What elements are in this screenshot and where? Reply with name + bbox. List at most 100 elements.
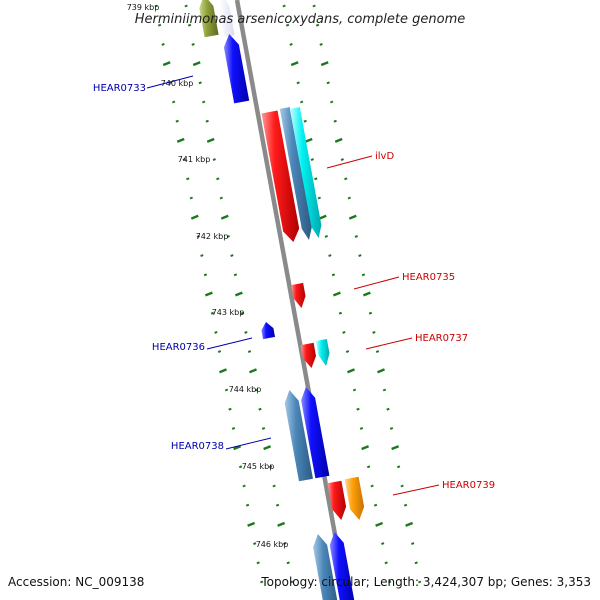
tick-tracks bbox=[154, 4, 422, 584]
gene-arrow-hear0737[interactable] bbox=[300, 342, 316, 368]
leader-line bbox=[326, 155, 373, 169]
tick-mark bbox=[375, 350, 380, 354]
tick-mark bbox=[212, 158, 216, 162]
tick-mark bbox=[411, 542, 415, 546]
scale-label: 743 kbp bbox=[212, 308, 245, 317]
accession-text: Accession: NC_009138 bbox=[8, 575, 144, 589]
tick-mark bbox=[196, 234, 200, 238]
cds-arrow-cyan-2[interactable] bbox=[315, 339, 330, 366]
tick-mark bbox=[245, 503, 250, 507]
gene-arrow-hear0736[interactable] bbox=[261, 322, 275, 340]
tick-mark bbox=[344, 177, 348, 181]
leader-line bbox=[365, 337, 413, 350]
tick-mark bbox=[356, 407, 360, 411]
tick-mark bbox=[192, 61, 201, 67]
tick-mark bbox=[154, 4, 158, 8]
tick-mark bbox=[319, 42, 323, 46]
scale-label: 744 kbp bbox=[229, 385, 262, 394]
tick-mark bbox=[182, 158, 186, 162]
tick-mark bbox=[219, 368, 227, 374]
tick-mark bbox=[333, 119, 337, 123]
gene-arrow-pale[interactable] bbox=[219, 0, 235, 37]
tick-mark bbox=[286, 561, 290, 565]
tick-mark bbox=[361, 445, 370, 451]
tick-mark bbox=[214, 330, 218, 334]
gene-arrow-hear0735[interactable] bbox=[291, 282, 306, 308]
tick-mark bbox=[370, 484, 374, 488]
tick-mark bbox=[206, 137, 215, 143]
gene-label-hear0733[interactable]: HEAR0733 bbox=[93, 83, 146, 94]
tick-mark bbox=[303, 119, 307, 123]
tick-mark bbox=[187, 23, 192, 27]
tick-mark bbox=[389, 426, 394, 430]
gene-label-hear0738[interactable]: HEAR0738 bbox=[171, 441, 224, 452]
tick-mark bbox=[272, 484, 276, 488]
scale-label: 741 kbp bbox=[178, 155, 211, 164]
tick-mark bbox=[347, 196, 351, 200]
cds-arrow-steel-1[interactable] bbox=[279, 107, 312, 240]
gene-labels: HEAR0733 ilvD HEAR0735 HEAR0736 HEAR0737… bbox=[93, 83, 495, 491]
tick-mark bbox=[175, 119, 179, 123]
gene-label-hear0739[interactable]: HEAR0739 bbox=[442, 480, 495, 491]
tick-mark bbox=[157, 23, 162, 27]
gene-arrow-blue-bottom[interactable] bbox=[329, 532, 356, 600]
tick-mark bbox=[330, 100, 334, 104]
tick-mark bbox=[388, 580, 392, 584]
tick-mark bbox=[231, 426, 236, 430]
tick-mark bbox=[249, 368, 257, 374]
tick-mark bbox=[418, 580, 422, 584]
tick-mark bbox=[334, 137, 343, 143]
cds-arrow-cyan-1[interactable] bbox=[289, 107, 322, 238]
gene-arrow-hear0733[interactable] bbox=[223, 34, 250, 104]
cds-arrow-steel-2[interactable] bbox=[284, 390, 313, 482]
tick-mark bbox=[233, 445, 242, 451]
gene-arrow-olive[interactable] bbox=[199, 0, 219, 38]
tick-mark bbox=[315, 23, 320, 27]
tick-mark bbox=[366, 465, 371, 469]
tick-mark bbox=[372, 330, 376, 334]
gene-label-hear0736[interactable]: HEAR0736 bbox=[152, 342, 205, 353]
leader-line bbox=[392, 484, 440, 496]
tick-mark bbox=[326, 81, 330, 85]
tick-mark bbox=[414, 561, 418, 565]
tick-mark bbox=[382, 388, 387, 392]
gene-arrow-orange[interactable] bbox=[344, 476, 365, 520]
gene-arrow-hear0738[interactable] bbox=[301, 387, 330, 479]
leader-line bbox=[225, 437, 272, 450]
tick-mark bbox=[161, 42, 165, 46]
tick-mark bbox=[162, 61, 171, 67]
gene-arrow-ilvd[interactable] bbox=[261, 110, 300, 243]
gene-label-hear0737[interactable]: HEAR0737 bbox=[415, 333, 468, 344]
tick-mark bbox=[342, 330, 346, 334]
topology-text: Topology: circular; Length: 3,424,307 bp… bbox=[260, 575, 591, 589]
cds-arrow-steel-3[interactable] bbox=[313, 534, 339, 600]
leader-line bbox=[353, 276, 400, 290]
tick-mark bbox=[381, 542, 385, 546]
tick-mark bbox=[347, 368, 355, 374]
tick-mark bbox=[247, 350, 252, 354]
gene-label-ilvd[interactable]: ilvD bbox=[375, 151, 394, 162]
scale-labels: 739 kbp 740 kbp 741 kbp 742 kbp 743 kbp … bbox=[127, 3, 289, 549]
tick-mark bbox=[312, 4, 316, 8]
tick-mark bbox=[226, 234, 230, 238]
tick-mark bbox=[242, 484, 246, 488]
tick-mark bbox=[391, 445, 400, 451]
tick-mark bbox=[234, 291, 243, 297]
tick-mark bbox=[331, 273, 336, 277]
tick-mark bbox=[282, 4, 286, 8]
gene-label-hear0735[interactable]: HEAR0735 bbox=[402, 272, 455, 283]
tick-mark bbox=[202, 100, 206, 104]
tick-mark bbox=[204, 291, 213, 297]
gene-arrow-hear0739[interactable] bbox=[327, 480, 347, 520]
tick-mark bbox=[317, 196, 321, 200]
tick-mark bbox=[340, 158, 344, 162]
tick-mark bbox=[277, 521, 286, 527]
tick-mark bbox=[289, 42, 293, 46]
tick-mark bbox=[320, 61, 329, 67]
tick-mark bbox=[386, 407, 390, 411]
tick-mark bbox=[238, 465, 243, 469]
tick-mark bbox=[230, 254, 234, 258]
tick-mark bbox=[220, 214, 229, 220]
tick-mark bbox=[368, 311, 373, 315]
tick-mark bbox=[224, 388, 229, 392]
